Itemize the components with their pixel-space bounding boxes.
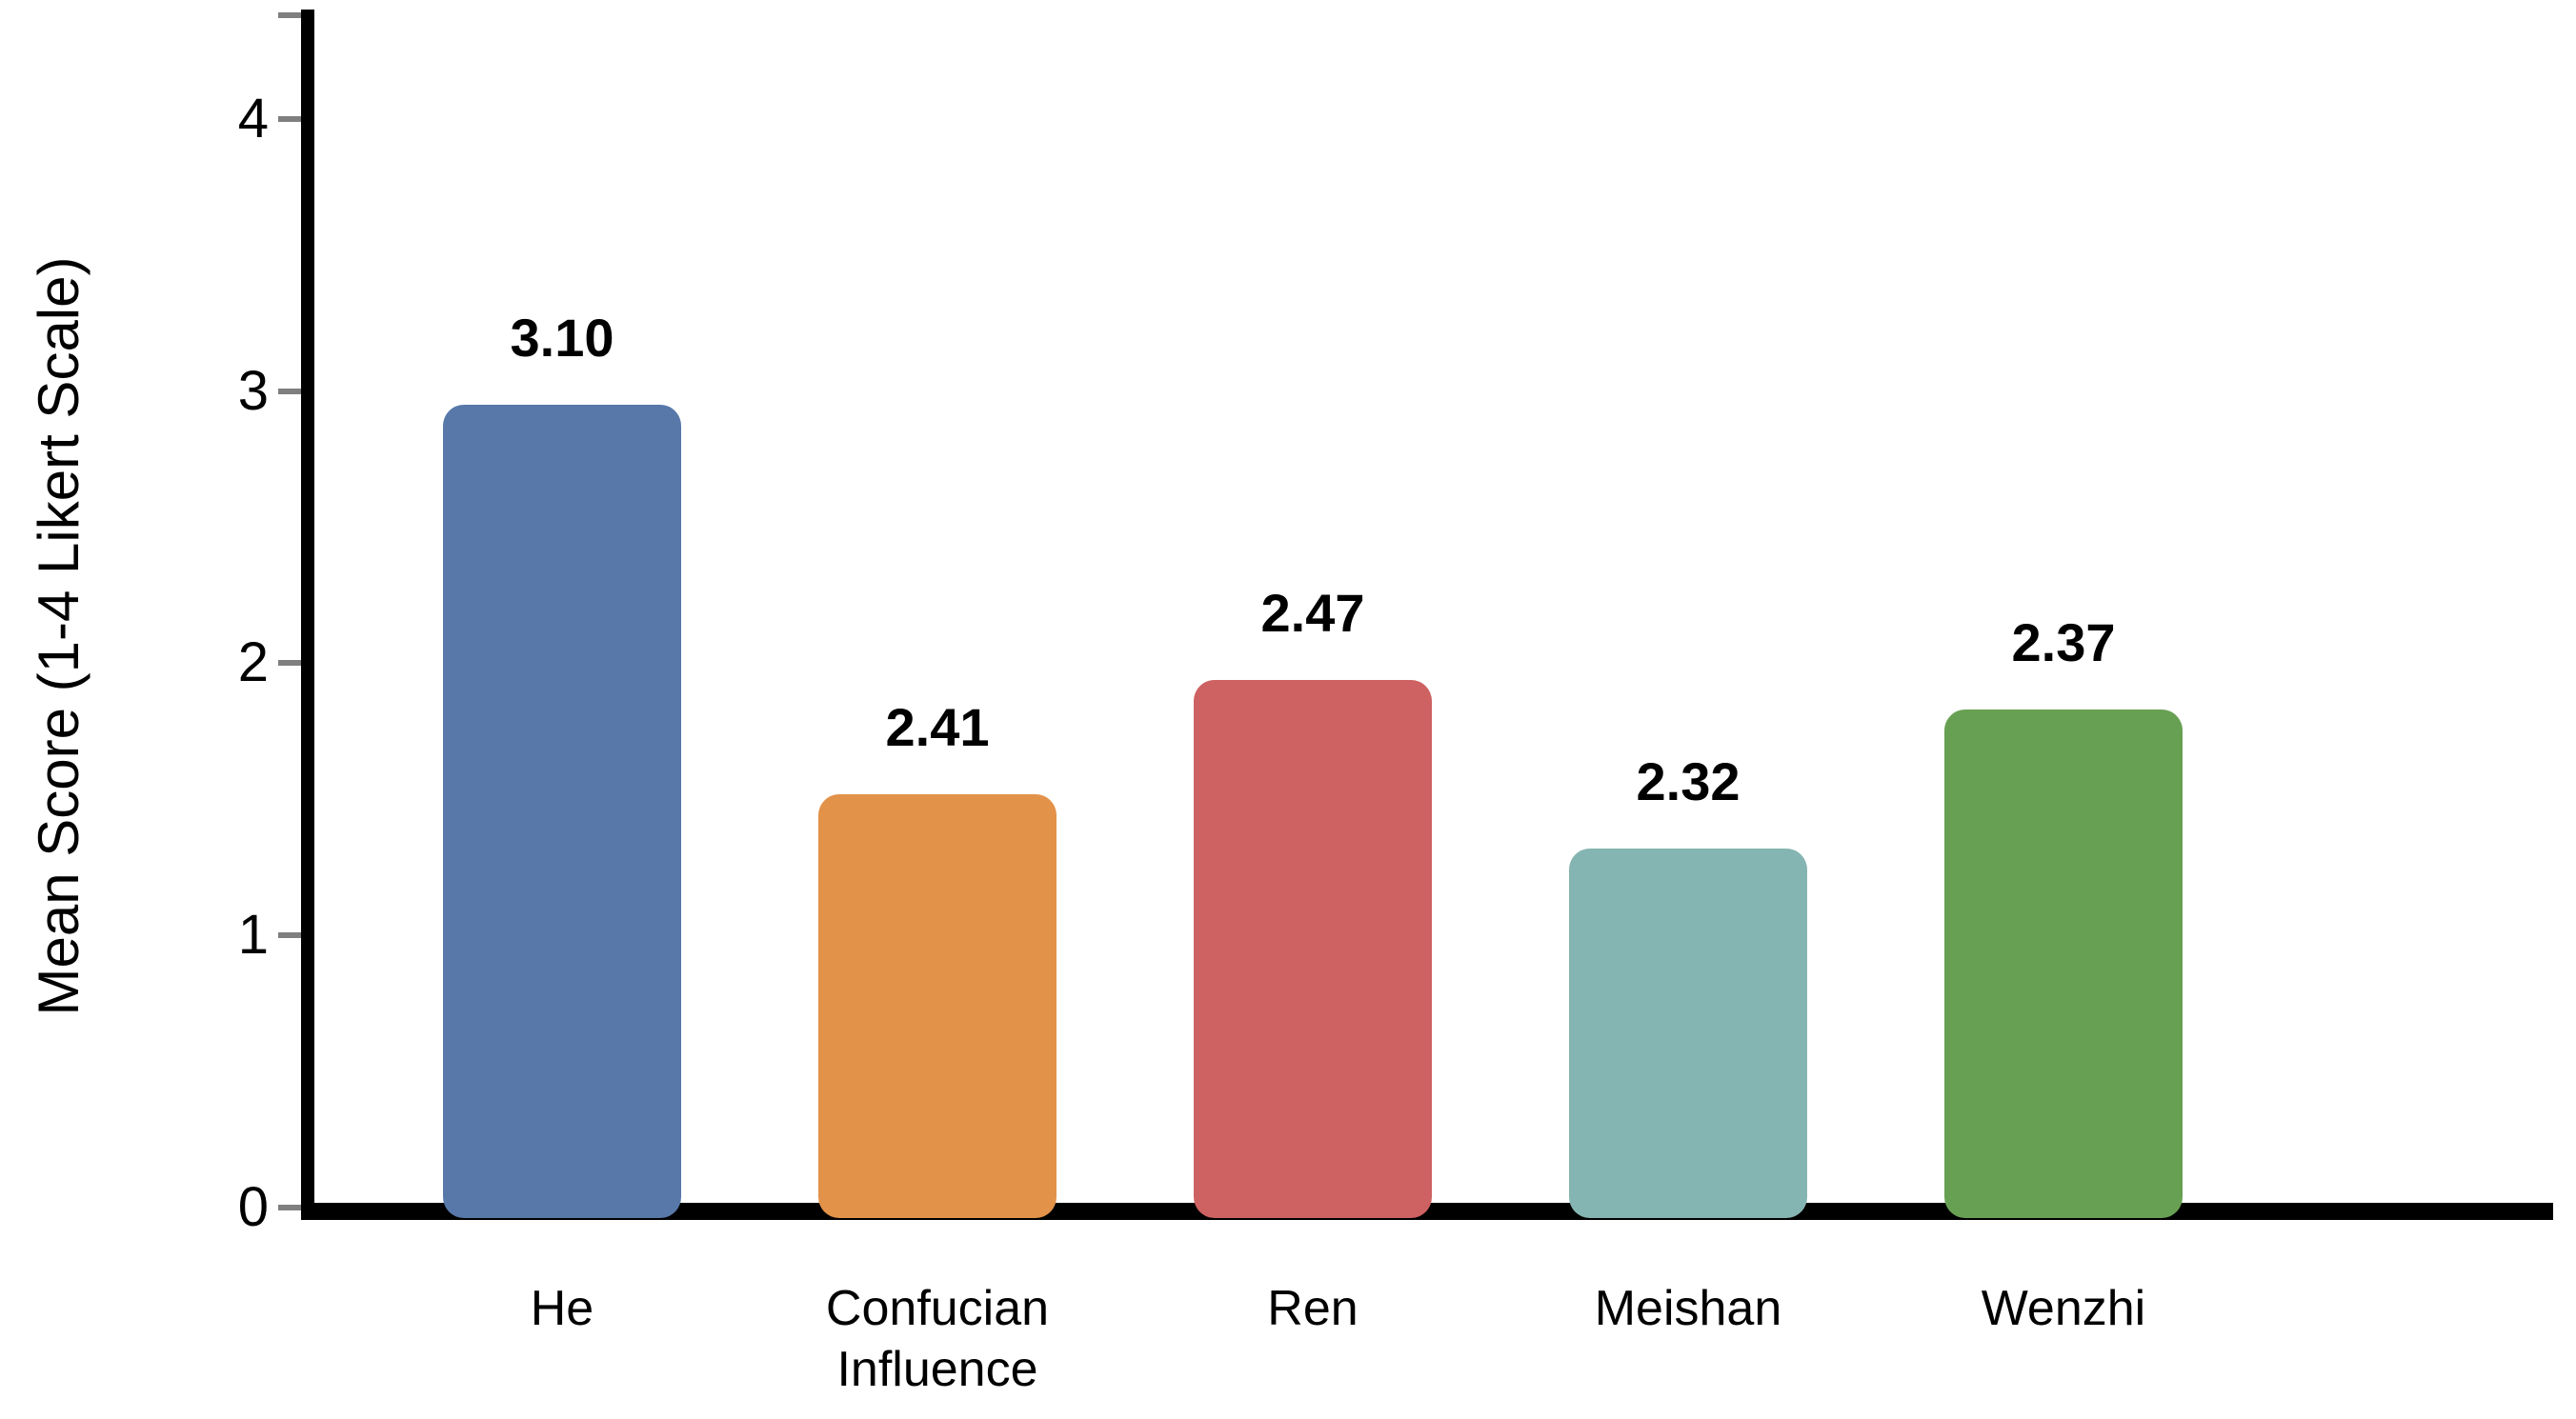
y-tick-label: 0 — [237, 1176, 269, 1238]
y-tick-label: 4 — [237, 87, 269, 150]
x-category-label: Ren — [1267, 1281, 1358, 1336]
bar-value-label: 2.47 — [1260, 582, 1365, 643]
y-tick — [278, 932, 301, 939]
y-tick-label: 2 — [237, 631, 269, 694]
x-category-label: Meishan — [1594, 1281, 1782, 1336]
y-tick — [278, 1205, 301, 1210]
bar-he — [443, 404, 681, 1218]
x-category-label: Wenzhi — [1981, 1281, 2146, 1336]
bar-wenzhi — [1944, 709, 2183, 1218]
bar-value-label: 3.10 — [510, 307, 614, 368]
bar-value-label: 2.32 — [1636, 750, 1741, 811]
x-category-label: He — [530, 1281, 594, 1336]
y-tick — [278, 660, 301, 667]
bar-meishan — [1569, 848, 1807, 1218]
bar-ren — [1194, 679, 1432, 1218]
bar-value-label: 2.41 — [885, 696, 990, 757]
y-tick-label: 1 — [237, 904, 269, 967]
y-tick — [278, 388, 301, 394]
y-axis-endcap-tick — [278, 12, 301, 19]
bar-value-label: 2.37 — [2011, 611, 2116, 672]
y-tick-label: 3 — [237, 359, 269, 422]
y-axis-title: Mean Score (1-4 Likert Scale) — [27, 256, 91, 1016]
y-axis-line — [301, 10, 314, 1220]
bar-confucian-influence — [818, 793, 1057, 1218]
y-tick — [278, 115, 301, 122]
x-category-label: Confucian Influence — [825, 1281, 1050, 1397]
